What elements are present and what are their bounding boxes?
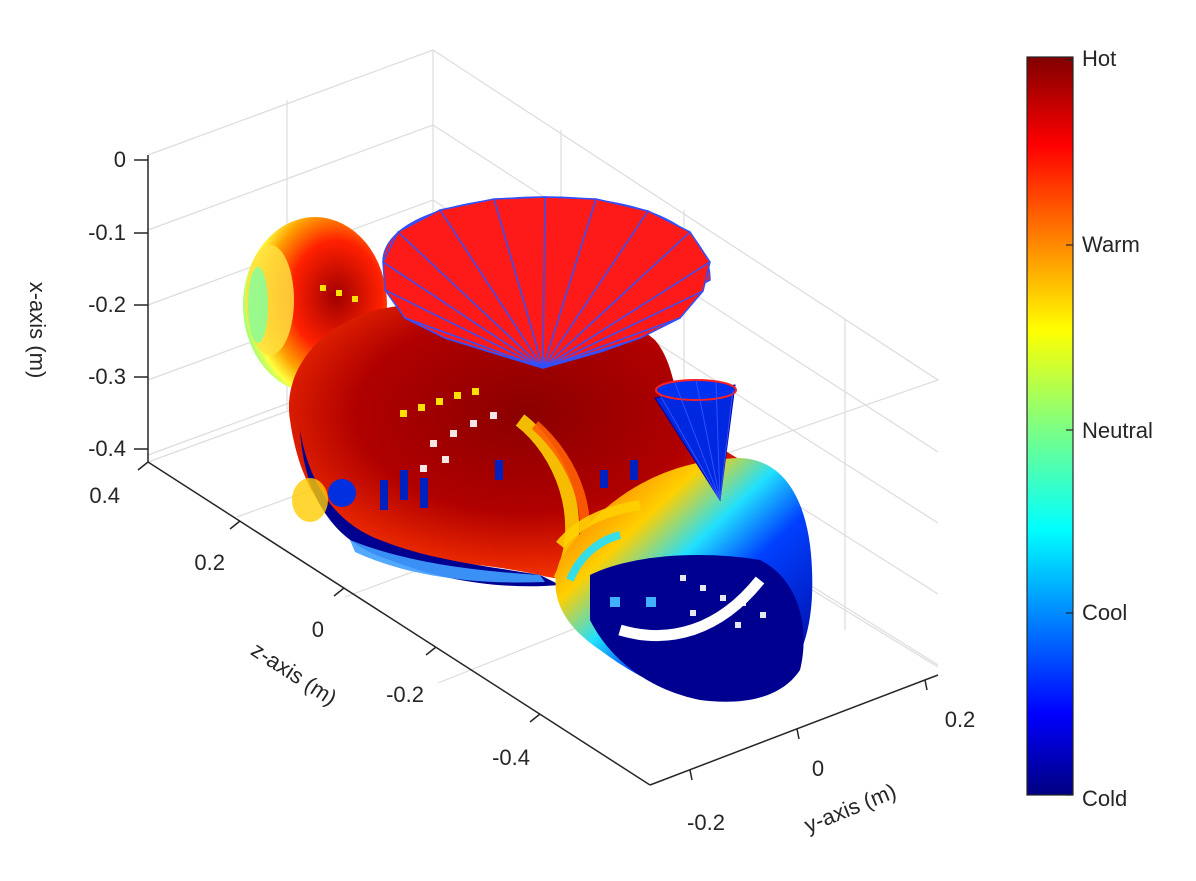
thermal-point-cloud [243, 217, 813, 702]
colorbar: Hot Warm Neutral Cool Cold [1026, 46, 1153, 811]
colorbar-label-hot: Hot [1082, 46, 1116, 71]
z-tick-label: 0.4 [89, 483, 120, 508]
x-axis-ticks: 0 -0.1 -0.2 -0.3 -0.4 [88, 147, 126, 461]
x-tick-label: -0.1 [88, 220, 126, 245]
z-axis-ticks: 0.4 0.2 0 -0.2 -0.4 [89, 483, 530, 770]
colorbar-gradient [1026, 56, 1074, 796]
x-tick-label: -0.3 [88, 364, 126, 389]
colorbar-label-cold: Cold [1082, 786, 1127, 811]
z-axis-label: z-axis (m) [247, 637, 342, 711]
small-cone [654, 379, 737, 502]
y-axis-ticks: -0.2 0 0.2 [687, 707, 975, 835]
x-tick-label: -0.2 [88, 292, 126, 317]
z-tick-label: 0.2 [194, 550, 225, 575]
z-tick-label: -0.2 [386, 682, 424, 707]
colorbar-label-neutral: Neutral [1082, 418, 1153, 443]
y-tick-label: 0.2 [945, 707, 976, 732]
x-tick-label: 0 [114, 147, 126, 172]
y-tick-label: -0.2 [687, 810, 725, 835]
large-cone [382, 196, 711, 369]
x-tick-label: -0.4 [88, 436, 126, 461]
colorbar-label-warm: Warm [1082, 232, 1140, 257]
z-tick-label: -0.4 [492, 745, 530, 770]
y-axis-label: y-axis (m) [801, 778, 900, 837]
x-axis-label: x-axis (m) [25, 282, 50, 379]
colorbar-label-cool: Cool [1082, 600, 1127, 625]
axis-lines [147, 155, 939, 786]
z-tick-label: 0 [312, 617, 324, 642]
tick-marks [134, 159, 928, 781]
y-tick-label: 0 [812, 756, 824, 781]
